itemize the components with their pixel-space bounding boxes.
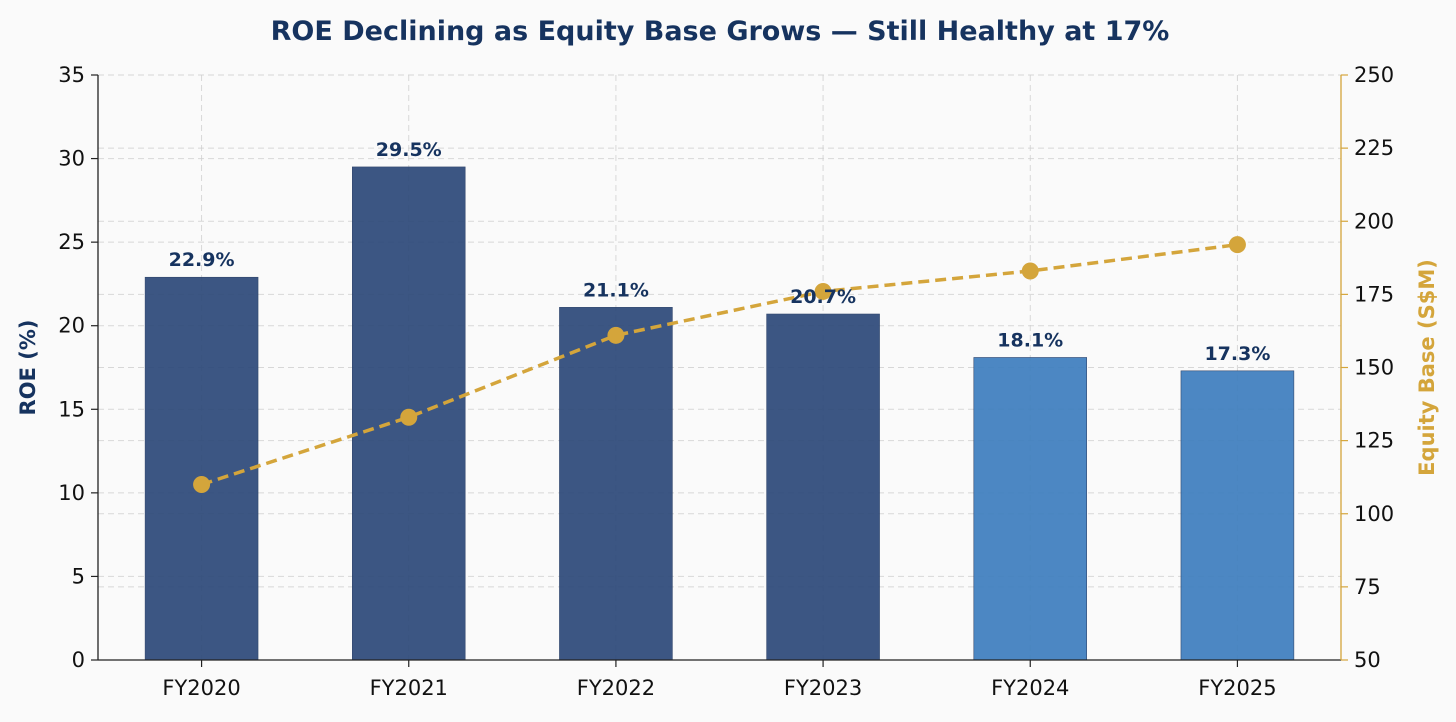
y-left-tick-label-25: 25 [58,230,85,254]
equity-point-FY2023 [814,282,832,300]
x-tick-label-FY2021: FY2021 [370,676,448,700]
y-axis-right-title: Equity Base (S$M) [1415,259,1439,476]
y-left-tick-label-0: 0 [72,648,85,672]
bar-FY2025 [1180,370,1295,661]
y-left-tick-label-15: 15 [58,397,85,421]
y-left-tick-label-5: 5 [72,564,85,588]
y-left-tick-label-10: 10 [58,481,85,505]
bar-label-FY2020: 22.9% [169,249,235,271]
bar-label-FY2023: 20.7% [790,286,856,308]
bar-label-FY2021: 29.5% [376,139,442,161]
x-tick-label-FY2022: FY2022 [577,676,655,700]
axes-layer: 0 5 10 15 20 25 30 35 50 75 100 125 150 175 200 225 250 F… [58,63,1394,700]
y-left-tick-label-35: 35 [58,63,85,87]
chart-title: ROE Declining as Equity Base Grows — Sti… [271,16,1170,47]
equity-line [201,242,1238,487]
y-right-tick-label-250: 250 [1354,63,1394,87]
x-tick-label-FY2023: FY2023 [784,676,862,700]
bar-label-FY2025: 17.3% [1204,343,1270,365]
y-right-tick-label-225: 225 [1354,136,1394,160]
equity-point-FY2022 [607,326,625,344]
grid-layer [98,74,1341,660]
y-right-tick-label-150: 150 [1354,356,1394,380]
equity-point-FY2020 [193,476,211,493]
bar-label-FY2022: 21.1% [583,279,649,301]
y-right-tick-label-175: 175 [1354,282,1394,306]
equity-point-FY2025 [1228,236,1246,254]
y-axis-left-title: ROE (%) [16,320,40,416]
bar-FY2023 [766,313,880,661]
y-left-tick-label-30: 30 [58,147,85,171]
y-right-tick-label-200: 200 [1354,209,1394,233]
x-tick-label-FY2024: FY2024 [991,676,1069,700]
bar-labels-layer: 22.9% 29.5% 21.1% 20.7% 18.1% 17.3% [169,139,1271,365]
x-tick-label-FY2020: FY2020 [162,676,240,700]
equity-line-layer [193,236,1246,493]
bar-FY2020 [144,276,259,661]
y-right-tick-label-75: 75 [1354,575,1381,599]
x-tick-label-FY2025: FY2025 [1198,676,1276,700]
y-left-tick-label-20: 20 [58,314,85,338]
equity-point-FY2024 [1021,262,1039,280]
bar-label-FY2024: 18.1% [997,329,1063,351]
equity-point-FY2021 [400,408,418,426]
y-right-tick-label-50: 50 [1354,648,1381,672]
y-right-tick-label-125: 125 [1354,429,1394,453]
bar-FY2022 [559,307,673,661]
bar-FY2024 [973,357,1088,661]
y-right-tick-label-100: 100 [1354,502,1394,526]
bars-layer [144,166,1295,661]
